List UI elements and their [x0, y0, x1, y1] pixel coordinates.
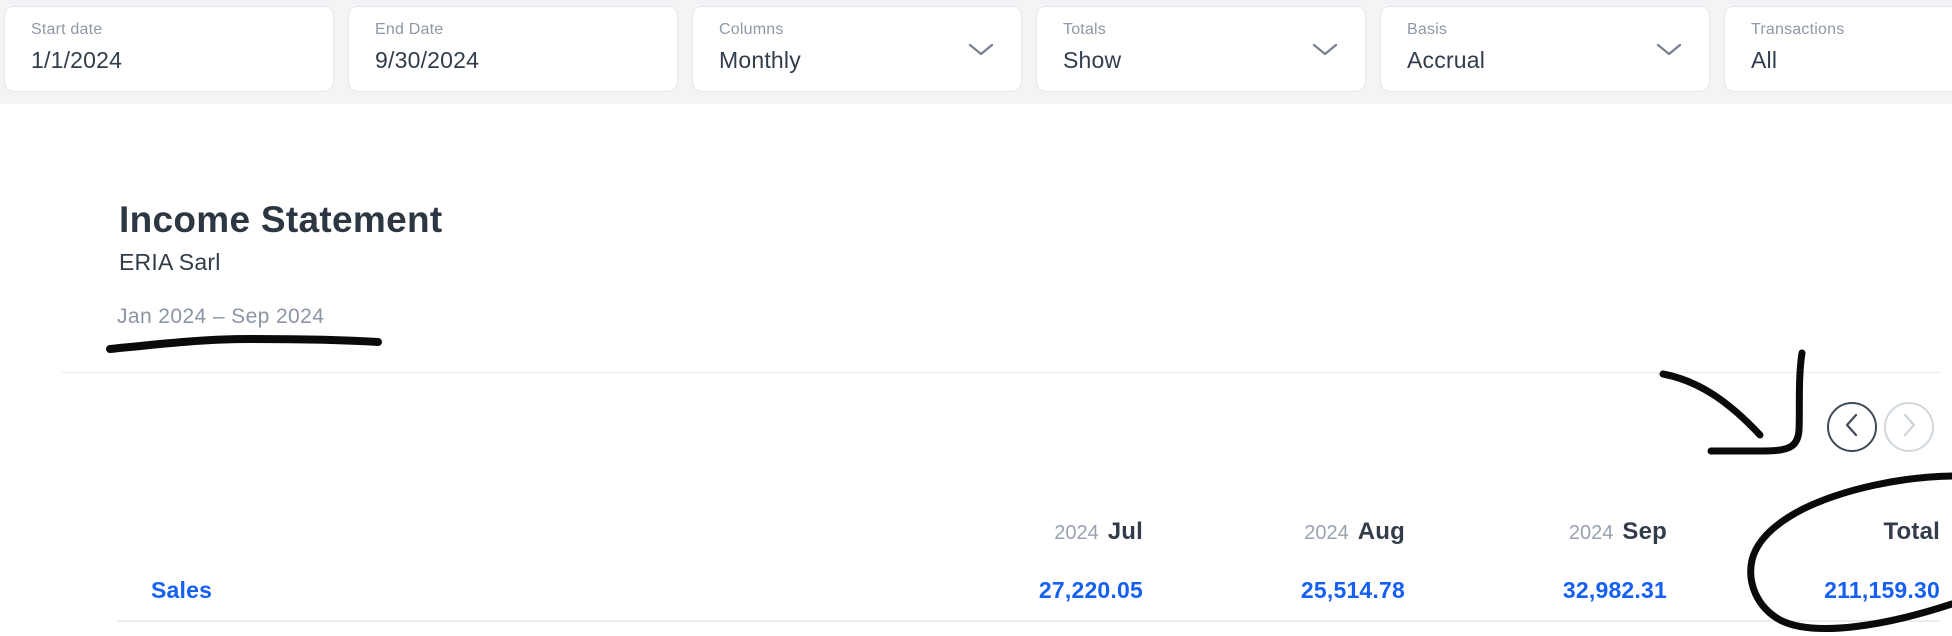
totals-label: Totals	[1063, 21, 1106, 38]
column-year: 2024	[1054, 522, 1099, 544]
columns-value: Monthly	[719, 47, 801, 73]
company-name: ERIA Sarl	[119, 249, 221, 275]
totals-value: Show	[1063, 47, 1122, 73]
column-header-total: Total	[1667, 518, 1940, 546]
column-month: Aug	[1357, 518, 1405, 545]
start-date-label: Start date	[31, 21, 103, 38]
columns-label: Columns	[719, 21, 784, 38]
ink-underline-date-range	[106, 335, 382, 353]
sales-total-value[interactable]: 211,159.30	[1824, 576, 1940, 603]
sales-jul-value[interactable]: 27,220.05	[1038, 576, 1143, 603]
chevron-right-icon	[1898, 410, 1920, 445]
basis-label: Basis	[1407, 21, 1448, 38]
next-period-button[interactable]	[1884, 402, 1934, 452]
ink-arrow-corner	[1707, 349, 1806, 455]
chevron-left-icon	[1841, 410, 1863, 445]
start-date-field[interactable]: Start date 1/1/2024	[4, 6, 334, 92]
previous-period-button[interactable]	[1827, 402, 1877, 452]
transactions-value: All	[1751, 47, 1778, 73]
transactions-select[interactable]: Transactions All	[1724, 6, 1952, 92]
table-row-sales: Sales 27,220.05 25,514.78 32,982.31 211,…	[117, 560, 1940, 622]
chevron-down-icon	[967, 41, 995, 57]
sales-sep-value[interactable]: 32,982.31	[1562, 576, 1667, 603]
column-header-jul: 2024 Jul	[881, 518, 1143, 546]
column-header-sep: 2024 Sep	[1405, 518, 1667, 546]
transactions-label: Transactions	[1751, 21, 1845, 38]
ink-arrow-shaft	[1659, 370, 1764, 439]
sales-account-link[interactable]: Sales	[151, 576, 213, 603]
start-date-value: 1/1/2024	[31, 47, 123, 73]
end-date-field[interactable]: End Date 9/30/2024	[348, 6, 678, 92]
end-date-label: End Date	[375, 21, 444, 38]
totals-select[interactable]: Totals Show	[1036, 6, 1366, 92]
table-header-row: 2024 Jul 2024 Aug 2024 Sep Total	[117, 502, 1940, 546]
basis-select[interactable]: Basis Accrual	[1380, 6, 1710, 92]
page-title: Income Statement	[119, 199, 443, 240]
basis-value: Accrual	[1407, 47, 1486, 73]
filter-bar: Start date 1/1/2024 End Date 9/30/2024 C…	[0, 0, 1952, 104]
end-date-value: 9/30/2024	[375, 47, 480, 73]
header-divider	[62, 372, 1940, 373]
column-month: Sep	[1622, 518, 1667, 545]
chevron-down-icon	[1311, 41, 1339, 57]
column-year: 2024	[1304, 522, 1349, 544]
chevron-down-icon	[1655, 41, 1683, 57]
column-header-aug: 2024 Aug	[1143, 518, 1405, 546]
sales-aug-value[interactable]: 25,514.78	[1300, 576, 1405, 603]
columns-select[interactable]: Columns Monthly	[692, 6, 1022, 92]
column-month: Total	[1883, 518, 1940, 545]
column-month: Jul	[1107, 518, 1143, 545]
column-year: 2024	[1568, 522, 1614, 544]
date-range-label: Jan 2024 – Sep 2024	[117, 305, 325, 328]
